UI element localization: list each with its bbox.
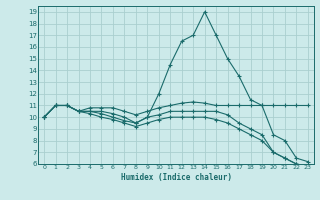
X-axis label: Humidex (Indice chaleur): Humidex (Indice chaleur): [121, 173, 231, 182]
